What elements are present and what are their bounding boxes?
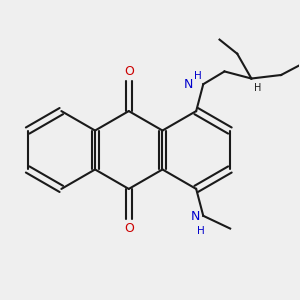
Text: O: O (124, 65, 134, 78)
Text: N: N (190, 210, 200, 223)
Text: O: O (124, 222, 134, 235)
Text: H: H (254, 83, 262, 93)
Text: H: H (194, 71, 202, 81)
Text: H: H (196, 226, 204, 236)
Text: N: N (184, 78, 194, 91)
